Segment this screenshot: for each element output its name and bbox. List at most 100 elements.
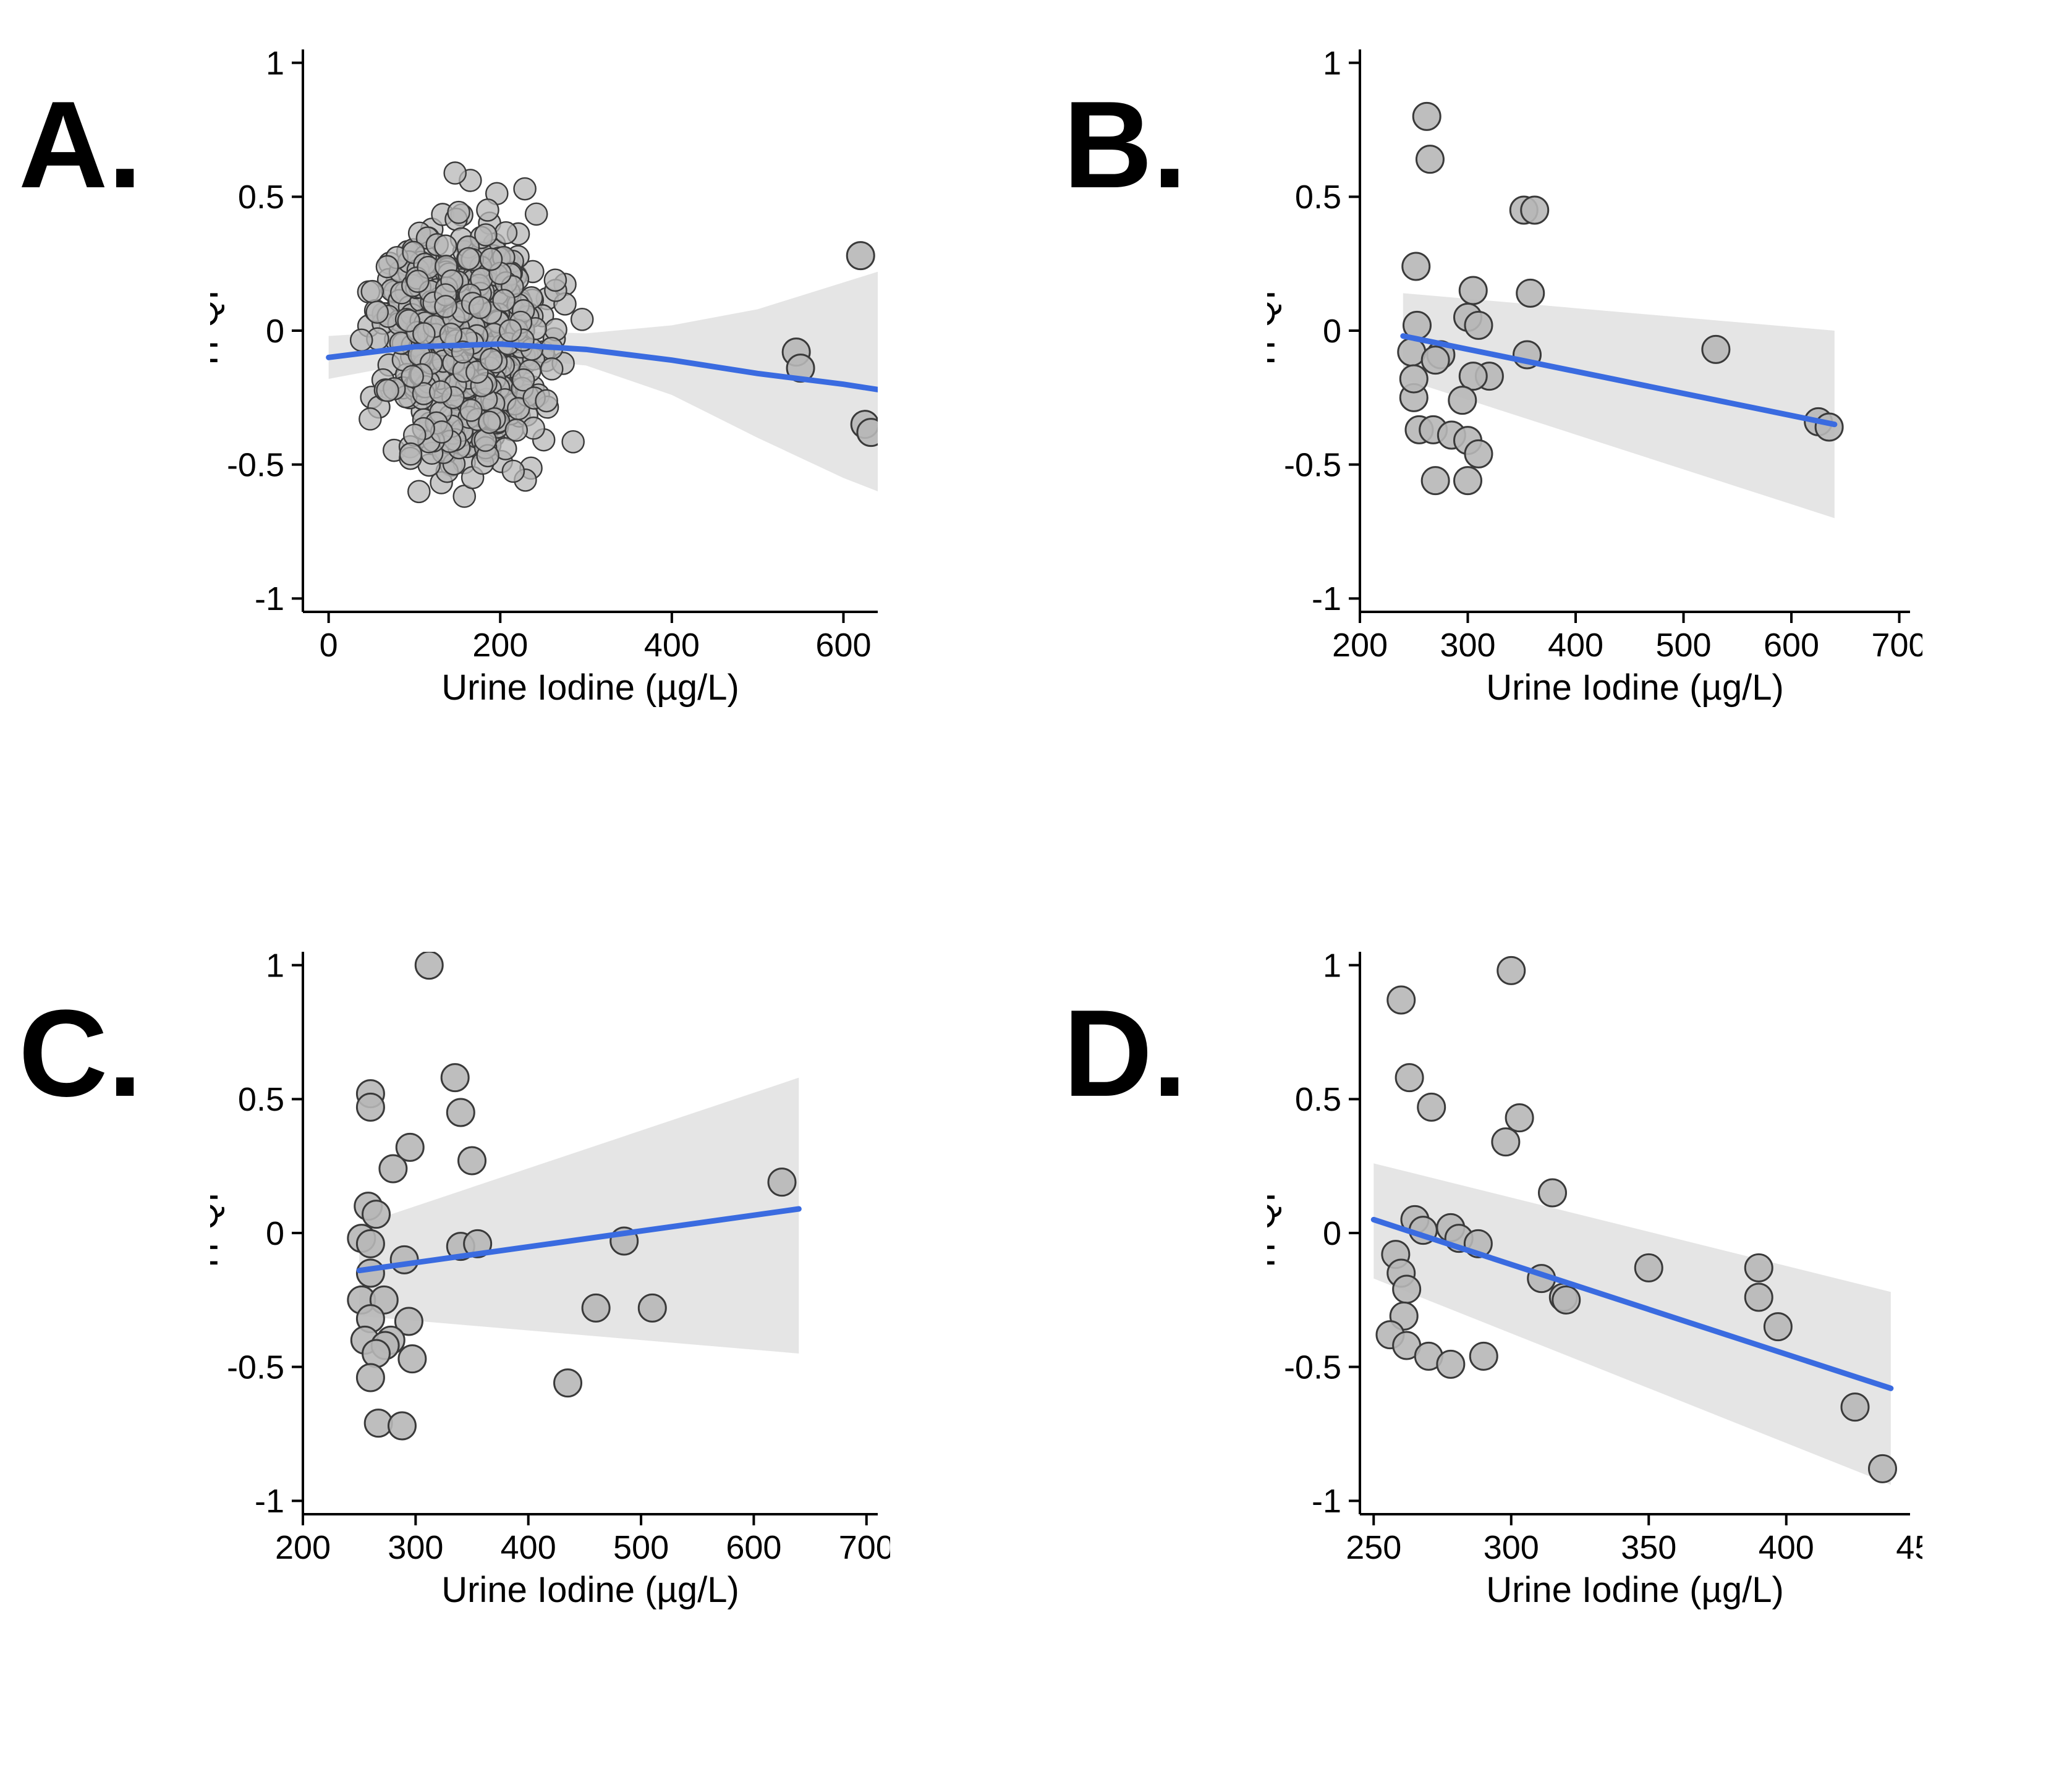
data-point (357, 1093, 384, 1121)
x-tick-label: 400 (501, 1529, 556, 1566)
y-tick-label: 0 (266, 313, 284, 350)
y-axis-label: TFQI (210, 290, 226, 371)
y-tick-label: -0.5 (227, 1349, 284, 1386)
x-axis-label: Urine Iodine (µg/L) (1486, 1570, 1784, 1610)
y-tick-label: 1 (1323, 45, 1341, 82)
scatter-plot: 250300350400450-1-0.500.51Urine Iodine (… (1267, 939, 1922, 1619)
data-point (391, 1246, 418, 1273)
data-point (1841, 1394, 1869, 1421)
x-tick-label: 300 (388, 1529, 443, 1566)
data-point (536, 390, 558, 412)
data-point (545, 319, 566, 341)
x-tick-label: 350 (1621, 1529, 1676, 1566)
data-point (1553, 1286, 1580, 1313)
data-point (563, 431, 584, 452)
data-point (1413, 103, 1440, 130)
y-tick-label: 0 (1323, 313, 1341, 350)
data-point (1400, 365, 1427, 392)
data-point (1416, 146, 1443, 173)
data-point (1498, 957, 1525, 984)
data-point (1869, 1455, 1896, 1482)
x-tick-label: 400 (644, 627, 700, 664)
data-point (363, 1201, 390, 1228)
data-point (1403, 253, 1430, 280)
data-point (362, 281, 383, 302)
data-point (1396, 1064, 1423, 1091)
data-point (407, 271, 428, 292)
scatter-plot: 200300400500600700-1-0.500.51Urine Iodin… (1267, 37, 1922, 717)
data-point (1492, 1129, 1519, 1156)
x-tick-label: 400 (1759, 1529, 1814, 1566)
data-point (545, 269, 566, 291)
data-point (1745, 1284, 1772, 1311)
panel-a: 0200400600-1-0.500.51Urine Iodine (µg/L)… (210, 37, 890, 720)
data-point (363, 1340, 390, 1367)
y-tick-label: 1 (266, 947, 284, 985)
x-tick-label: 250 (1346, 1529, 1401, 1566)
data-point (413, 323, 435, 344)
data-point (435, 235, 456, 257)
data-point (408, 481, 430, 502)
y-tick-label: 0.5 (1295, 1081, 1341, 1118)
x-axis-label: Urine Iodine (µg/L) (1486, 667, 1784, 708)
data-point (1517, 279, 1544, 307)
panel-label-c: C. (19, 983, 142, 1125)
x-tick-label: 200 (275, 1529, 331, 1566)
data-point (475, 224, 496, 245)
x-tick-label: 700 (839, 1529, 890, 1566)
x-tick-label: 400 (1548, 627, 1603, 664)
panel-d: 250300350400450-1-0.500.51Urine Iodine (… (1267, 939, 1922, 1622)
scatter-plot: 200300400500600700-1-0.500.51Urine Iodin… (210, 939, 890, 1619)
data-point (1422, 347, 1449, 374)
data-point (447, 1099, 474, 1126)
panel-c: 200300400500600700-1-0.500.51Urine Iodin… (210, 939, 890, 1622)
data-point (768, 1169, 796, 1196)
data-point (1702, 336, 1730, 363)
y-tick-label: 0.5 (238, 179, 284, 216)
data-point (477, 199, 498, 221)
data-point (357, 1364, 384, 1391)
data-point (380, 1155, 407, 1182)
data-point (402, 366, 423, 388)
x-axis-label: Urine Iodine (µg/L) (441, 1570, 739, 1610)
data-point (847, 242, 874, 269)
y-tick-label: 0.5 (1295, 179, 1341, 216)
data-point (857, 419, 885, 446)
data-point (1437, 1350, 1464, 1378)
data-point (582, 1294, 609, 1321)
x-tick-label: 300 (1440, 627, 1495, 664)
data-point (415, 952, 443, 979)
y-tick-label: -1 (1312, 1483, 1341, 1520)
data-point (376, 256, 398, 278)
data-point (430, 381, 451, 402)
y-tick-label: -1 (255, 580, 284, 617)
x-tick-label: 0 (320, 627, 338, 664)
y-axis-label: TFQI (1267, 1192, 1283, 1274)
y-tick-label: -0.5 (1284, 447, 1341, 484)
y-tick-label: 0.5 (238, 1081, 284, 1118)
data-point (1393, 1276, 1420, 1303)
data-point (1764, 1313, 1791, 1341)
x-axis-label: Urine Iodine (µg/L) (441, 667, 739, 708)
data-point (357, 1260, 384, 1287)
data-point (525, 203, 547, 225)
data-point (1449, 387, 1476, 414)
y-tick-label: -0.5 (227, 447, 284, 484)
data-point (478, 412, 500, 433)
y-axis-label: TFQI (1267, 290, 1283, 371)
scatter-plot: 0200400600-1-0.500.51Urine Iodine (µg/L)… (210, 37, 890, 717)
data-point (499, 320, 521, 341)
data-point (554, 1370, 582, 1397)
x-tick-label: 500 (1655, 627, 1711, 664)
y-tick-label: 1 (1323, 947, 1341, 985)
data-point (1418, 1093, 1445, 1121)
data-point (493, 290, 515, 311)
y-axis-label: TFQI (210, 1192, 226, 1274)
x-tick-label: 700 (1871, 627, 1922, 664)
panel-b: 200300400500600700-1-0.500.51Urine Iodin… (1267, 37, 1922, 720)
data-point (404, 425, 425, 446)
y-tick-label: 0 (1323, 1215, 1341, 1252)
data-point (357, 1230, 384, 1257)
data-point (441, 1064, 469, 1091)
data-point (350, 329, 372, 351)
